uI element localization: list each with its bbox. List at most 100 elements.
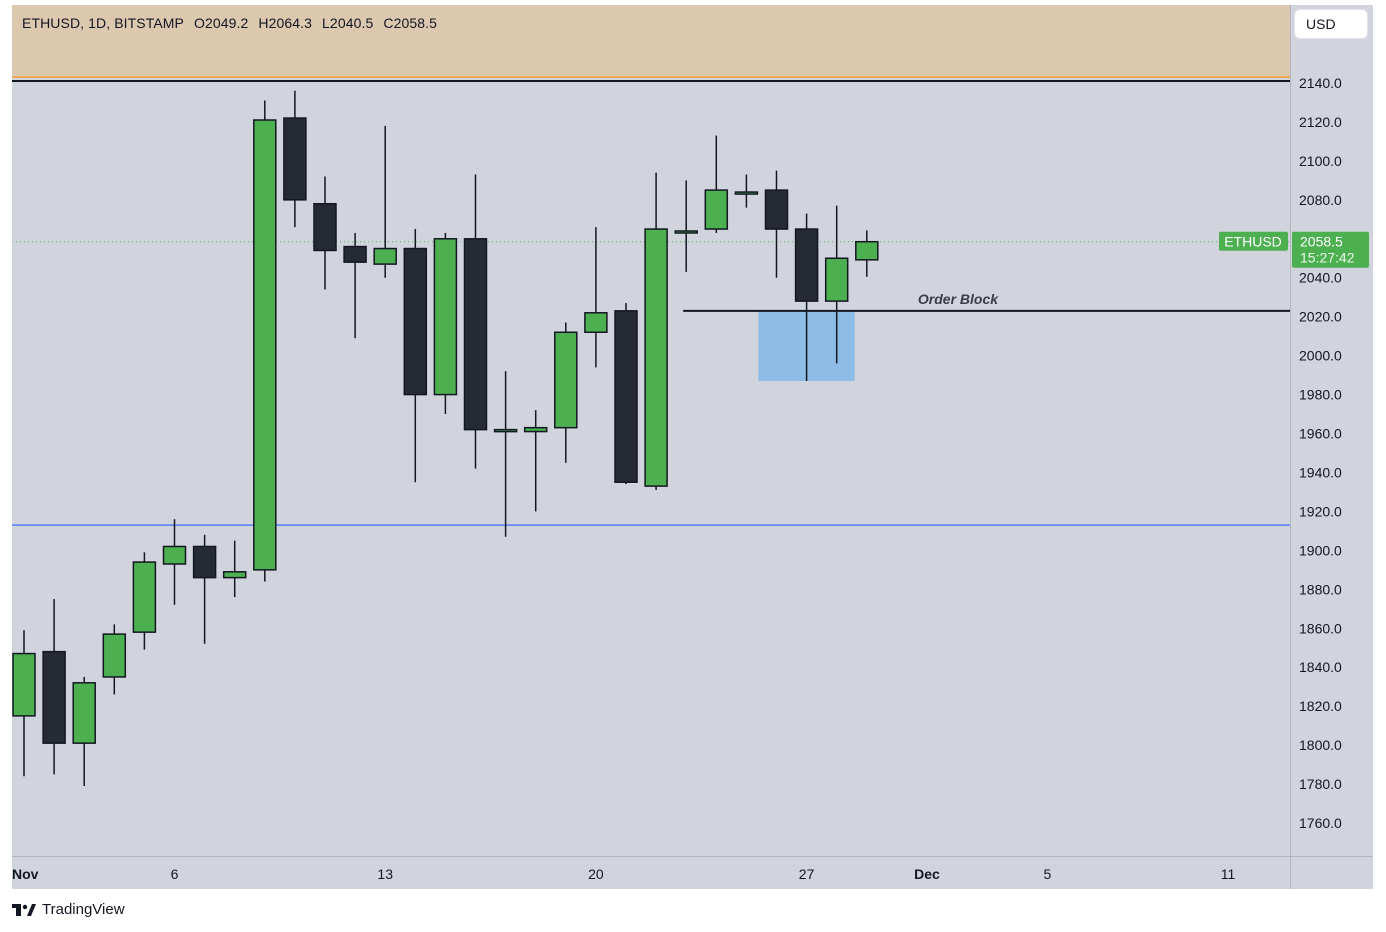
candle[interactable] xyxy=(42,599,66,775)
last-price-value: 2058.5 xyxy=(1300,234,1343,250)
candle[interactable] xyxy=(222,540,247,598)
candle[interactable] xyxy=(674,180,698,272)
symbol-legend: ETHUSD, 1D, BITSTAMP O2049.2 H2064.3 L20… xyxy=(22,15,443,31)
horizontal-lines xyxy=(12,76,1290,526)
price-tick-label: 1760.0 xyxy=(1299,815,1342,831)
candle-body-up xyxy=(734,191,759,195)
candle-body-down xyxy=(192,545,217,579)
time-axis-background xyxy=(12,857,1373,889)
candle-body-down xyxy=(463,238,488,431)
price-tick-label: 2120.0 xyxy=(1299,114,1342,130)
price-axis-background xyxy=(1291,5,1373,856)
candle[interactable] xyxy=(313,176,337,290)
tradingview-watermark[interactable]: TradingView xyxy=(12,901,125,918)
candle[interactable] xyxy=(343,232,367,339)
price-tick-label: 1880.0 xyxy=(1299,581,1342,597)
candle[interactable] xyxy=(523,410,548,512)
candle-body-up xyxy=(222,571,247,579)
candle[interactable] xyxy=(644,172,668,490)
candle-body-up xyxy=(132,561,157,633)
bar-countdown: 15:27:42 xyxy=(1300,250,1355,266)
candle[interactable] xyxy=(614,303,638,485)
candle-body-up xyxy=(12,652,36,717)
candle-body-up xyxy=(674,230,698,234)
candle-body-down xyxy=(313,202,337,252)
tradingview-logo-icon xyxy=(12,903,36,916)
time-tick-label: 5 xyxy=(1044,866,1052,882)
candle-body-up xyxy=(493,428,518,433)
candle[interactable] xyxy=(584,227,608,368)
candle[interactable] xyxy=(72,676,96,786)
candle-body-up xyxy=(644,228,668,487)
candle[interactable] xyxy=(132,552,157,650)
candle[interactable] xyxy=(192,534,217,644)
price-tick-label: 1980.0 xyxy=(1299,387,1342,403)
candle-body-up xyxy=(102,633,127,678)
price-tick-label: 1940.0 xyxy=(1299,464,1342,480)
candle[interactable] xyxy=(162,519,187,605)
currency-button[interactable]: USD xyxy=(1294,9,1368,39)
candle[interactable] xyxy=(704,135,729,233)
order-block-label: Order Block xyxy=(918,291,999,307)
legend-low: L2040.5 xyxy=(322,15,374,31)
candle[interactable] xyxy=(824,205,849,364)
time-tick-label: 20 xyxy=(588,866,604,882)
candle[interactable] xyxy=(764,170,789,278)
candle-body-up xyxy=(253,119,277,571)
candle-body-down xyxy=(283,117,307,201)
candle[interactable] xyxy=(734,174,759,208)
candle[interactable] xyxy=(493,371,518,537)
time-tick-label: 6 xyxy=(171,866,179,882)
price-tick-label: 1860.0 xyxy=(1299,620,1342,636)
candle[interactable] xyxy=(12,630,36,777)
candle-body-up xyxy=(72,682,96,744)
time-tick-label: 11 xyxy=(1221,866,1236,882)
symbol-price-label[interactable] xyxy=(1219,231,1288,251)
candle[interactable] xyxy=(463,174,488,469)
candle[interactable] xyxy=(102,624,127,695)
candle[interactable] xyxy=(554,322,578,463)
top-price-zone xyxy=(12,5,1290,78)
candle[interactable] xyxy=(283,90,307,228)
candle-body-up xyxy=(373,247,397,265)
price-tag-symbol: ETHUSD xyxy=(1224,234,1282,250)
last-price-tag: ETHUSD 2058.515:27:42 xyxy=(1219,231,1369,268)
candle[interactable] xyxy=(403,229,428,483)
price-tick-label: 1840.0 xyxy=(1299,659,1342,675)
candle-body-up xyxy=(162,545,187,565)
legend-high: H2064.3 xyxy=(258,15,313,31)
time-tick-label: 13 xyxy=(377,866,393,882)
candle-body-up xyxy=(855,240,879,261)
price-tick-label: 1960.0 xyxy=(1299,426,1342,442)
candle-body-down xyxy=(343,245,367,263)
price-tick-label: 2020.0 xyxy=(1299,309,1342,325)
price-tick-label: 2000.0 xyxy=(1299,348,1342,364)
candle-body-up xyxy=(824,257,849,302)
candle[interactable] xyxy=(855,230,879,277)
price-tick-label: 1820.0 xyxy=(1299,698,1342,714)
price-tick-label: 2140.0 xyxy=(1299,75,1342,91)
time-tick-label: Nov xyxy=(12,866,39,882)
price-tick-label: 2040.0 xyxy=(1299,270,1342,286)
price-tick-label: 1920.0 xyxy=(1299,503,1342,519)
candle-body-down xyxy=(403,247,428,396)
last-price-badge[interactable] xyxy=(1292,231,1369,268)
candle-body-up xyxy=(554,331,578,429)
candle-body-down xyxy=(794,228,819,302)
price-tick-label: 1780.0 xyxy=(1299,776,1342,792)
candle[interactable] xyxy=(794,213,819,381)
legend-symbol[interactable]: ETHUSD, 1D, BITSTAMP xyxy=(22,15,184,31)
legend-close: C2058.5 xyxy=(383,15,437,31)
candle[interactable] xyxy=(433,232,458,415)
candle-body-up xyxy=(584,312,608,334)
legend-open: O2049.2 xyxy=(193,15,249,31)
watermark-text: TradingView xyxy=(42,901,125,918)
time-axis: Nov 6 13 20 27 Dec 5 11 xyxy=(12,866,1235,882)
candle-body-down xyxy=(614,310,638,483)
candle[interactable] xyxy=(373,125,397,278)
candle-body-down xyxy=(764,189,789,230)
candle-body-up xyxy=(523,426,548,433)
price-tick-label: 2100.0 xyxy=(1299,153,1342,169)
candle[interactable] xyxy=(253,100,277,582)
